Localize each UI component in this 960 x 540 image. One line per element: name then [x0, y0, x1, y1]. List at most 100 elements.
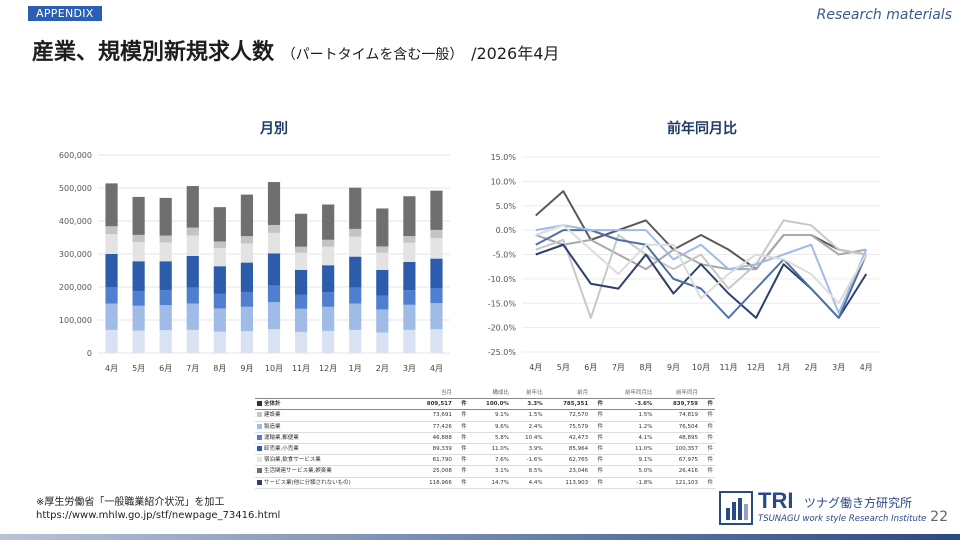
table-cell: 11.0%	[605, 443, 655, 456]
title-main: 産業、規模別新規求人数	[32, 40, 275, 65]
x-tick-label: 1月	[777, 363, 790, 372]
table-cell: 件	[590, 398, 606, 411]
bar-segment	[105, 303, 118, 330]
bar-segment	[186, 303, 199, 330]
yoy-line-chart: -25.0% -20.0% -15.0% -10.0% -5.0% 0.0% 5.0% 10.…	[488, 153, 880, 372]
bar-segment	[186, 227, 199, 236]
table-header-cell: 前年比	[510, 388, 545, 400]
table-cell: 10.4%	[510, 432, 545, 444]
x-tick-label: 12月	[319, 364, 337, 373]
bar-segment	[105, 226, 118, 235]
table-row: 全体計 809,517 件 100.0% 3.3% 785,351 件 -3.6% 839,75…	[255, 398, 715, 411]
bar-segment	[267, 182, 281, 225]
table-cell: 3.1%	[468, 465, 511, 478]
table-row: 運輸業,郵便業 46,888 件 5.8% 10.4% 42,473 件 4.1% 48,895…	[255, 432, 715, 444]
table-cell: 件	[590, 409, 606, 422]
bar-segment	[294, 246, 308, 253]
table-cell: 件	[700, 421, 715, 433]
table-cell: 9.1%	[468, 409, 511, 422]
table-cell: 839,759	[654, 398, 700, 411]
bar-segment	[322, 292, 335, 307]
table-cell: 14.7%	[468, 477, 511, 489]
y-tick-label: 600,000	[59, 151, 92, 160]
table-header-cell: 前年同月比	[605, 388, 655, 400]
bar-segment	[159, 242, 172, 262]
table-cell: 件	[453, 465, 469, 478]
table-cell: 件	[590, 443, 606, 456]
bar-segment	[267, 224, 281, 233]
bar-segment	[403, 261, 416, 291]
table-header-cell: 当月	[408, 388, 454, 400]
bar-segment	[132, 242, 145, 262]
legend-swatch	[257, 412, 262, 418]
y-tick-label: -15.0%	[488, 299, 517, 308]
legend-swatch	[257, 446, 262, 452]
table-cell: 46,888	[408, 432, 454, 444]
table-cell: 件	[590, 454, 606, 467]
bar-segment	[376, 208, 389, 247]
y-tick-label: 500,000	[59, 184, 92, 193]
bar-segment	[267, 232, 281, 254]
bar-segment	[430, 258, 443, 288]
table-cell: 26,416	[654, 465, 700, 478]
bar-segment	[240, 306, 254, 332]
bar-segment	[322, 239, 335, 247]
bar-segment	[376, 295, 389, 310]
table-cell: 4.1%	[605, 432, 655, 444]
series-line	[535, 224, 868, 314]
table-cell: 件	[700, 409, 715, 422]
bottom-bar	[0, 534, 960, 540]
legend-swatch	[257, 468, 262, 474]
bar-segment	[430, 329, 443, 353]
table-cell: 件	[453, 421, 469, 433]
table-cell: 100,357	[654, 443, 700, 456]
bar-segment	[349, 187, 362, 229]
source-link[interactable]: https://www.mhlw.go.jp/stf/newpage_73416…	[36, 510, 281, 521]
bar-segment	[240, 236, 254, 244]
industry-name-cell: 卸売業,小売業	[255, 443, 409, 456]
title-date: /2026年4月	[471, 44, 560, 63]
bar-segment	[105, 234, 118, 254]
bar-segment	[186, 287, 199, 304]
bar-segment	[213, 248, 226, 267]
x-tick-label: 2月	[376, 364, 389, 373]
table-cell: 785,351	[544, 398, 591, 411]
table-header-row: 当月 構成比 前年比 前月 前年同月比 前年同月	[255, 388, 715, 400]
bar-segment	[430, 303, 443, 330]
x-tick-label: 6月	[159, 364, 172, 373]
table-cell: 100.0%	[468, 398, 511, 411]
bar-segment	[376, 252, 389, 270]
bar-segment	[349, 256, 362, 288]
bar-segment	[376, 332, 389, 353]
y-tick-label: 400,000	[59, 217, 92, 226]
table-cell: 件	[453, 409, 469, 422]
bar-chart-title: 月別	[260, 121, 288, 137]
bar-segment	[294, 269, 308, 295]
bar-segment	[213, 331, 226, 353]
bar-segment	[240, 243, 254, 263]
table-cell: 件	[453, 432, 469, 444]
bar-segment	[322, 330, 335, 353]
industry-name-cell: サービス業(他に分類されないもの)	[255, 477, 409, 489]
series-line	[535, 219, 867, 319]
table-cell: 809,517	[408, 398, 454, 411]
table-cell: 件	[700, 465, 715, 478]
bar-segment	[159, 261, 172, 291]
bar-segment	[240, 292, 254, 307]
x-tick-label: 7月	[186, 364, 199, 373]
table-header-cell: 前年同月	[654, 388, 700, 400]
bar-segment	[322, 204, 335, 240]
bar-segment	[213, 293, 226, 309]
bar-segment	[132, 330, 145, 353]
tri-logo: TRI ツナグ働き方研究所 TSUNAGU work style Researc…	[718, 488, 928, 528]
y-tick-label: 15.0%	[491, 153, 517, 162]
table-cell: 2.4%	[510, 421, 545, 433]
research-materials-label: Research materials	[816, 7, 952, 23]
bar-segment	[376, 269, 389, 296]
table-cell: 件	[700, 443, 715, 456]
bar-segment	[132, 290, 145, 306]
table-cell: 4.4%	[510, 477, 545, 489]
logo-kana-text: ツナグ働き方研究所	[804, 496, 913, 510]
x-tick-label: 4月	[529, 363, 542, 372]
bar-segment	[294, 308, 308, 332]
